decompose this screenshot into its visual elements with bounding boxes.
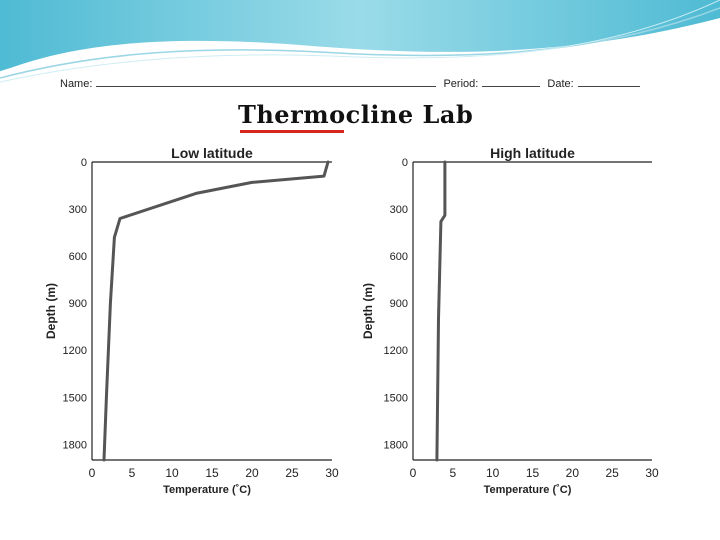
y-tick-label: 0 <box>81 157 87 169</box>
temperature-profile-line <box>435 160 447 462</box>
x-tick-label: 25 <box>605 466 619 480</box>
x-tick-label: 30 <box>325 466 339 480</box>
x-tick-label: 0 <box>410 466 417 480</box>
x-tick-label: 0 <box>89 466 96 480</box>
period-label: Period: <box>443 78 479 90</box>
x-tick-label: 25 <box>285 466 299 480</box>
y-axis-label: Depth (m) <box>361 283 375 339</box>
x-tick-label: 5 <box>449 466 456 480</box>
x-tick-label: 20 <box>245 466 259 480</box>
title-underline <box>240 130 344 133</box>
temperature-profile-line <box>102 160 330 462</box>
date-label: Date: <box>547 78 574 90</box>
y-tick-label: 600 <box>69 251 87 263</box>
y-axis-label: Depth (m) <box>44 283 58 339</box>
x-tick-label: 10 <box>486 466 500 480</box>
y-tick-label: 1200 <box>384 345 408 357</box>
x-tick-label: 30 <box>645 466 659 480</box>
y-tick-label: 1200 <box>63 345 87 357</box>
chart-title: Low latitude <box>171 145 253 161</box>
x-tick-label: 15 <box>526 466 540 480</box>
page-title: Thermocline Lab <box>238 100 474 129</box>
y-tick-label: 0 <box>402 157 408 169</box>
x-axis-label: Temperature (˚C) <box>163 484 251 496</box>
y-tick-label: 900 <box>69 298 87 310</box>
period-blank[interactable] <box>482 76 541 87</box>
date-blank[interactable] <box>577 76 640 87</box>
x-axis-label: Temperature (˚C) <box>484 484 572 496</box>
low-latitude-chart: Low latitude 0 300 600 900 1200 1500 1800 0 5 10 15… <box>44 145 339 496</box>
decorative-banner <box>0 0 720 83</box>
x-tick-label: 15 <box>205 466 219 480</box>
name-label: Name: <box>60 78 93 90</box>
y-tick-label: 900 <box>390 298 408 310</box>
y-tick-label: 1500 <box>63 392 87 404</box>
y-tick-label: 1800 <box>384 439 408 451</box>
student-info-line: Name: Period: Date: <box>60 76 660 90</box>
y-tick-label: 300 <box>69 204 87 216</box>
y-tick-label: 1800 <box>63 439 87 451</box>
chart-title: High latitude <box>490 145 575 161</box>
high-latitude-chart: High latitude 0 300 600 900 1200 1500 1800 0 5 10 1… <box>361 145 659 496</box>
name-blank[interactable] <box>96 76 437 87</box>
y-tick-label: 600 <box>390 251 408 263</box>
x-tick-label: 5 <box>129 466 136 480</box>
y-tick-label: 300 <box>390 204 408 216</box>
x-tick-label: 20 <box>566 466 580 480</box>
y-tick-label: 1500 <box>384 392 408 404</box>
x-tick-label: 10 <box>165 466 179 480</box>
